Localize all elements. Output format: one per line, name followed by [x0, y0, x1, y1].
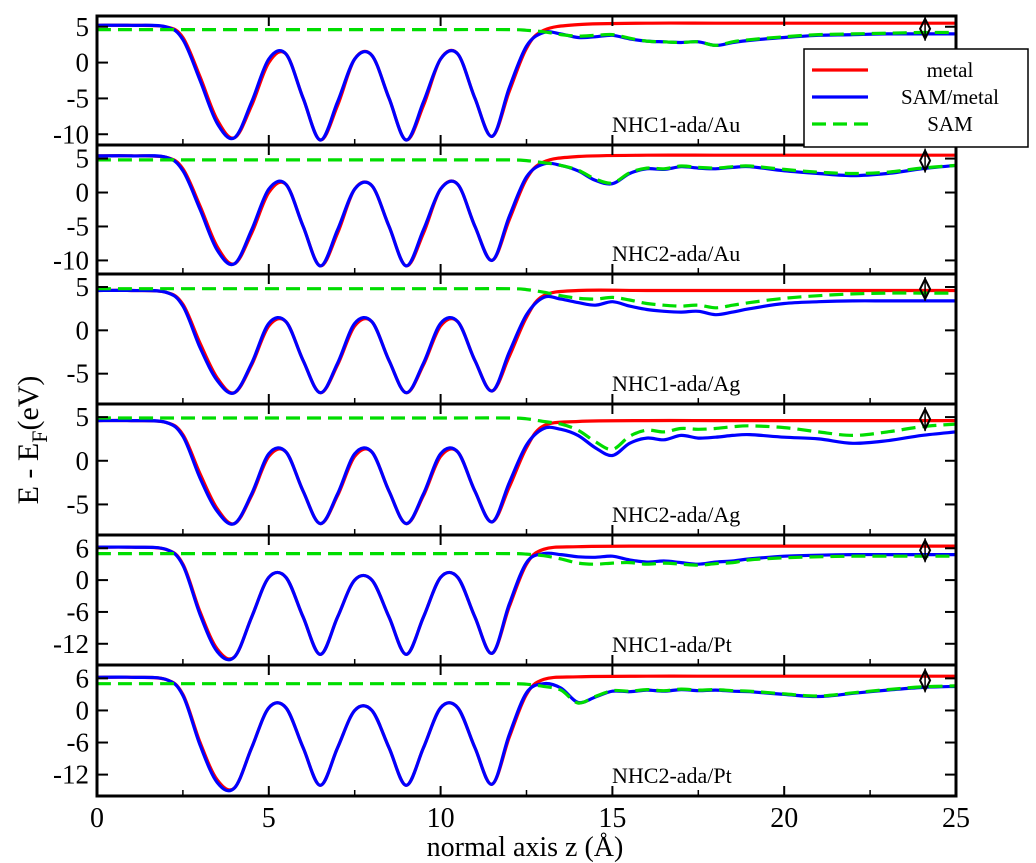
panel-label: NHC1-ada/Pt — [612, 632, 732, 657]
y-tick-label: -5 — [67, 83, 90, 113]
y-tick-label: 0 — [76, 565, 90, 595]
x-tick-label: 0 — [90, 803, 104, 834]
panel-5: 60-6-12 NHC1-ada/Pt — [53, 533, 958, 667]
panel-label: NHC2-ada/Au — [612, 241, 740, 266]
series-metal-line — [97, 418, 956, 526]
panel-6: 60-6-12 NHC2-ada/Pt — [53, 663, 958, 798]
legend: metal SAM/metal SAM — [803, 48, 1029, 148]
x-tick-label: 5 — [262, 803, 276, 834]
series-sam-metal-line — [97, 545, 956, 662]
y-tick-label: 0 — [76, 48, 90, 78]
y-tick-label: -10 — [53, 119, 89, 149]
series-group — [97, 674, 956, 793]
y-tick-label: -12 — [53, 629, 89, 659]
y-tick-label: -10 — [53, 245, 89, 275]
x-tick-labels: 0 5 10 15 20 25 — [90, 803, 970, 834]
legend-label: SAM/metal — [901, 85, 999, 109]
panel-4: 5 0 -5 NHC2-ada/Ag — [67, 402, 958, 537]
series-group — [97, 287, 956, 395]
y-tick-label: 5 — [76, 402, 90, 432]
y-axis-label-subscript: F — [27, 431, 52, 443]
y-tick-label: 0 — [76, 695, 90, 725]
series-metal-line — [97, 288, 956, 395]
series-sam-line — [97, 27, 956, 47]
legend-label: metal — [927, 58, 974, 82]
legend-label: SAM — [927, 112, 973, 136]
series-sam-metal-line — [97, 418, 956, 526]
y-tick-label: 5 — [76, 272, 90, 302]
y-tick-label: 6 — [76, 533, 90, 563]
series-group — [97, 153, 956, 268]
series-group — [97, 416, 956, 526]
y-tick-label: 5 — [76, 12, 90, 42]
panel-label: NHC2-ada/Pt — [612, 763, 732, 788]
y-tick-label: -5 — [67, 359, 90, 389]
panel-label: NHC1-ada/Au — [612, 112, 740, 137]
series-sam-line — [97, 158, 956, 185]
y-axis-label-unit: (eV) — [12, 376, 45, 431]
panel-2: 5 0-5 -10 NHC2-ada/Au — [53, 143, 958, 276]
series-sam-line — [97, 682, 956, 705]
series-group — [97, 21, 956, 142]
y-tick-label: -5 — [67, 211, 90, 241]
y-tick-label: -6 — [67, 597, 90, 627]
panel-3: 5 0 -5 NHC1-ada/Ag — [67, 272, 958, 406]
panel-label: NHC2-ada/Ag — [612, 502, 740, 527]
series-sam-line — [97, 551, 956, 567]
y-axis-label: E - EF(eV) — [12, 376, 52, 505]
panel-label: NHC1-ada/Ag — [612, 371, 740, 396]
y-tick-label: 0 — [76, 178, 90, 208]
y-tick-label: 5 — [76, 144, 90, 174]
panel-frame — [95, 143, 958, 276]
y-tick-label: 0 — [76, 446, 90, 476]
x-tick-label: 20 — [770, 803, 798, 834]
panel-frame — [95, 272, 958, 406]
y-tick-label: -6 — [67, 728, 90, 758]
x-tick-label: 25 — [942, 803, 970, 834]
panel-1: 5 0 -5 -10 NHC1-ada/Au — [53, 12, 958, 149]
series-group — [97, 544, 956, 662]
y-tick-label: 6 — [76, 663, 90, 693]
panel-frame — [95, 402, 958, 537]
x-axis-label: normal axis z (Å) — [427, 832, 624, 863]
x-tick-label: 10 — [427, 803, 455, 834]
y-tick-label: -5 — [67, 489, 90, 519]
y-tick-label: -12 — [53, 760, 89, 790]
series-sam-line — [97, 287, 956, 310]
y-tick-label: 0 — [76, 315, 90, 345]
series-sam-line — [97, 416, 956, 452]
x-tick-label: 15 — [598, 803, 626, 834]
series-sam-metal-line — [97, 288, 956, 395]
